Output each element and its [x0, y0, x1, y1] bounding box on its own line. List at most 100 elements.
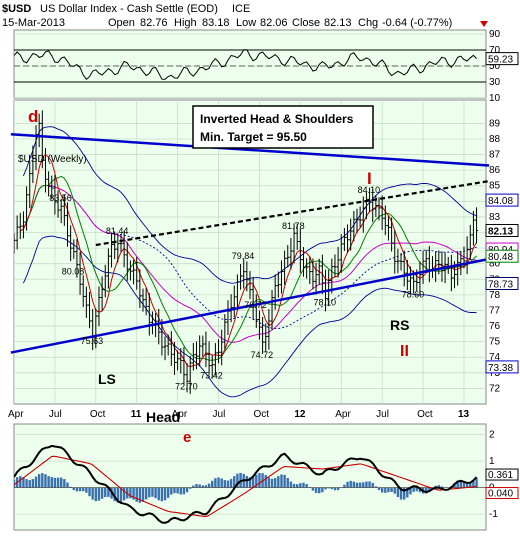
x-tick-label: Apr	[8, 409, 24, 420]
price-bar	[28, 161, 32, 208]
price-bar	[210, 355, 214, 379]
price-bar	[198, 335, 202, 367]
right-value-tag: 82.13	[485, 223, 519, 237]
macd-histogram-bar	[214, 478, 217, 488]
price-bar	[399, 253, 403, 271]
macd-histogram-bar	[25, 479, 28, 488]
macd-signal-line	[14, 455, 477, 518]
macd-histogram-bar	[166, 487, 170, 498]
macd-tick-label: 1	[489, 456, 495, 467]
macd-histogram-bar	[406, 487, 409, 498]
macd-histogram-bar	[267, 477, 271, 488]
chart-date: 15-Mar-2013	[2, 17, 65, 29]
price-tick-label: 75	[489, 337, 501, 348]
wave-label-e: e	[183, 429, 191, 446]
macd-histogram-bar	[409, 487, 412, 495]
price-bar	[65, 202, 69, 247]
macd-histogram-bar	[428, 487, 431, 492]
price-bar	[232, 285, 236, 318]
price-bar	[292, 223, 296, 264]
down-arrow-icon	[480, 21, 488, 27]
macd-histogram-bar	[440, 486, 444, 488]
macd-histogram-bar	[223, 480, 227, 488]
right-value-text: 73.38	[488, 363, 513, 374]
rs-label: RS	[390, 317, 409, 333]
price-bar	[14, 233, 16, 254]
price-bar	[368, 187, 372, 213]
macd-histogram-bar	[229, 479, 233, 488]
weekly-label: $USD (Weekly)	[18, 154, 87, 165]
macd-histogram-bar	[469, 483, 472, 488]
macd-histogram-bar	[321, 487, 324, 493]
high-value: 83.18	[202, 17, 230, 29]
price-bar	[349, 218, 353, 251]
price-bar	[235, 274, 239, 311]
price-bar	[72, 239, 76, 259]
macd-histogram-bar	[302, 482, 305, 488]
macd-histogram-bar	[245, 476, 249, 488]
price-bar	[144, 288, 148, 316]
macd-histogram-bar	[362, 482, 365, 488]
rsi-tick-label: 50	[489, 61, 501, 72]
macd-histogram-bar	[459, 480, 463, 488]
macd-histogram-bar	[47, 476, 50, 488]
red-ma-line	[20, 154, 478, 368]
magenta-ma-line	[22, 184, 477, 343]
lower-band-line	[22, 235, 477, 398]
macd-histogram-bar	[201, 485, 204, 488]
macd-histogram-bar	[399, 487, 403, 500]
x-tick-label: 13	[458, 409, 470, 420]
macd-histogram-bar	[314, 487, 318, 493]
price-tick-label: 76	[489, 321, 501, 332]
macd-histogram-bar	[53, 477, 57, 488]
macd-histogram-bar	[69, 486, 72, 488]
price-bar	[248, 271, 252, 300]
macd-histogram-bar	[217, 477, 220, 488]
macd-histogram-bar	[129, 487, 132, 499]
annotation-line-2: Min. Target = 95.50	[200, 130, 307, 144]
chg-label: Chg	[358, 17, 378, 29]
price-bar	[179, 348, 183, 374]
price-bar	[320, 254, 324, 295]
price-bar	[75, 239, 79, 278]
macd-histogram-bar	[280, 474, 283, 488]
price-point-label: 79.84	[232, 251, 255, 261]
macd-histogram-bar	[19, 476, 22, 488]
price-bar	[182, 347, 186, 385]
price-bar	[364, 192, 368, 220]
annotation-box	[192, 105, 374, 149]
x-tick-label: Apr	[172, 409, 188, 420]
close-value: 82.13	[324, 17, 352, 29]
right-value-tag: 84.08	[485, 193, 519, 207]
open-label: Open	[108, 17, 135, 29]
axis-layer: 898887868584838281807978777675747372AprJ…	[8, 29, 519, 520]
macd-histogram-bar	[380, 487, 384, 493]
macd-histogram-bar	[286, 477, 289, 488]
trendline-lower	[10, 257, 490, 354]
macd-histogram-bar	[44, 474, 47, 488]
price-bar	[346, 224, 350, 253]
macd-histogram-bar	[465, 483, 469, 488]
macd-layer	[14, 434, 486, 524]
macd-histogram-bar	[182, 487, 186, 495]
macd-histogram-bar	[365, 481, 368, 488]
price-bar	[358, 206, 362, 228]
macd-histogram-bar	[192, 485, 195, 488]
x-tick-label: Oct	[417, 409, 433, 420]
price-bar	[169, 331, 173, 366]
macd-histogram-bar	[456, 480, 459, 488]
price-bar	[110, 232, 114, 268]
price-bar	[261, 317, 265, 354]
macd-histogram-bar	[349, 480, 352, 488]
trendline-neckline	[95, 179, 490, 247]
price-bar	[408, 266, 412, 294]
price-bar	[251, 276, 255, 321]
price-bar	[327, 269, 331, 307]
x-tick-label: Oct	[90, 409, 106, 420]
price-bar	[459, 250, 463, 276]
macd-histogram-bar	[60, 477, 63, 488]
price-bar	[185, 363, 189, 393]
chart-header: $USD US Dollar Index - Cash Settle (EOD)…	[2, 3, 488, 29]
price-bar	[308, 256, 312, 285]
price-bar	[383, 205, 387, 236]
